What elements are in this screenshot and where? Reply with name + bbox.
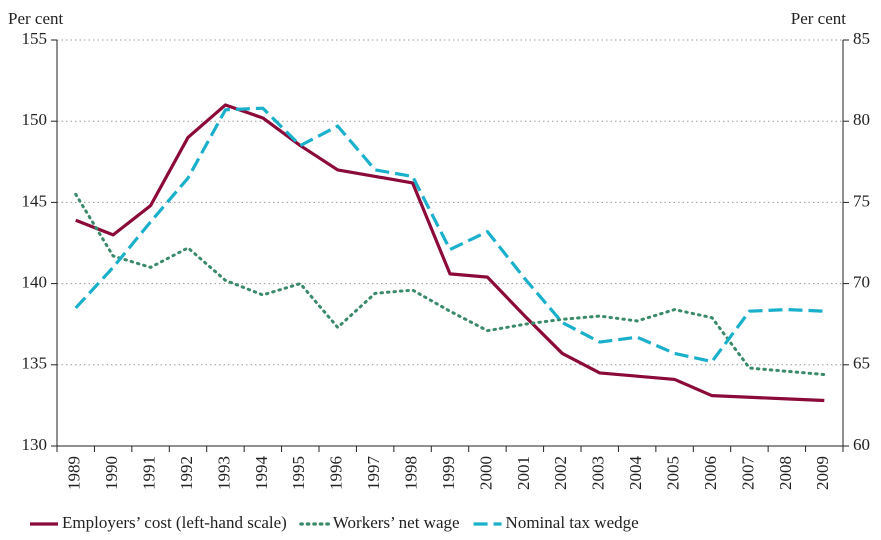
- y2-tick-label: 75: [853, 191, 870, 210]
- y-tick-label: 140: [22, 273, 48, 292]
- x-tick-label: 2007: [738, 456, 757, 491]
- y2-tick-label: 60: [853, 435, 870, 454]
- x-tick-label: 2008: [776, 456, 795, 490]
- x-tick-label: 2002: [551, 456, 570, 490]
- y2-tick-label: 80: [853, 110, 870, 129]
- x-tick-label: 2003: [589, 456, 608, 490]
- x-tick-label: 2006: [701, 456, 720, 490]
- x-tick-label: 1993: [214, 456, 233, 490]
- x-tick-label: 1996: [327, 456, 346, 490]
- series-line: [75, 103, 825, 403]
- legend-label: Nominal tax wedge: [506, 513, 639, 532]
- y-tick-label: 145: [22, 191, 48, 210]
- legend-label: Employers’ cost (left-hand scale): [62, 513, 287, 532]
- x-tick-label: 1995: [289, 456, 308, 490]
- y-tick-label: 150: [22, 110, 48, 129]
- y2-tick-label: 70: [853, 273, 870, 292]
- x-tick-label: 1994: [252, 456, 271, 491]
- y-tick-label: 135: [22, 354, 48, 373]
- x-tick-label: 1998: [401, 456, 420, 490]
- x-tick-label: 2004: [626, 456, 645, 491]
- x-tick-label: 1989: [65, 456, 84, 490]
- x-tick-label: 1992: [177, 456, 196, 490]
- series-line: [74, 192, 826, 377]
- legend-label: Workers’ net wage: [333, 513, 460, 532]
- series-line: [74, 106, 825, 364]
- y-tick-label: 130: [22, 435, 48, 454]
- x-tick-label: 2009: [813, 456, 832, 490]
- x-tick-label: 2001: [514, 456, 533, 490]
- y-axis-label: Per cent: [8, 9, 64, 28]
- y2-axis-label: Per cent: [791, 9, 847, 28]
- y2-tick-label: 85: [853, 29, 870, 48]
- x-tick-label: 2000: [476, 456, 495, 490]
- x-tick-label: 2005: [663, 456, 682, 490]
- y2-tick-label: 65: [853, 354, 870, 373]
- x-tick-label: 1999: [439, 456, 458, 490]
- x-tick-label: 1997: [364, 456, 383, 491]
- y-tick-label: 155: [22, 29, 48, 48]
- x-tick-label: 1990: [102, 456, 121, 490]
- x-tick-label: 1991: [139, 456, 158, 490]
